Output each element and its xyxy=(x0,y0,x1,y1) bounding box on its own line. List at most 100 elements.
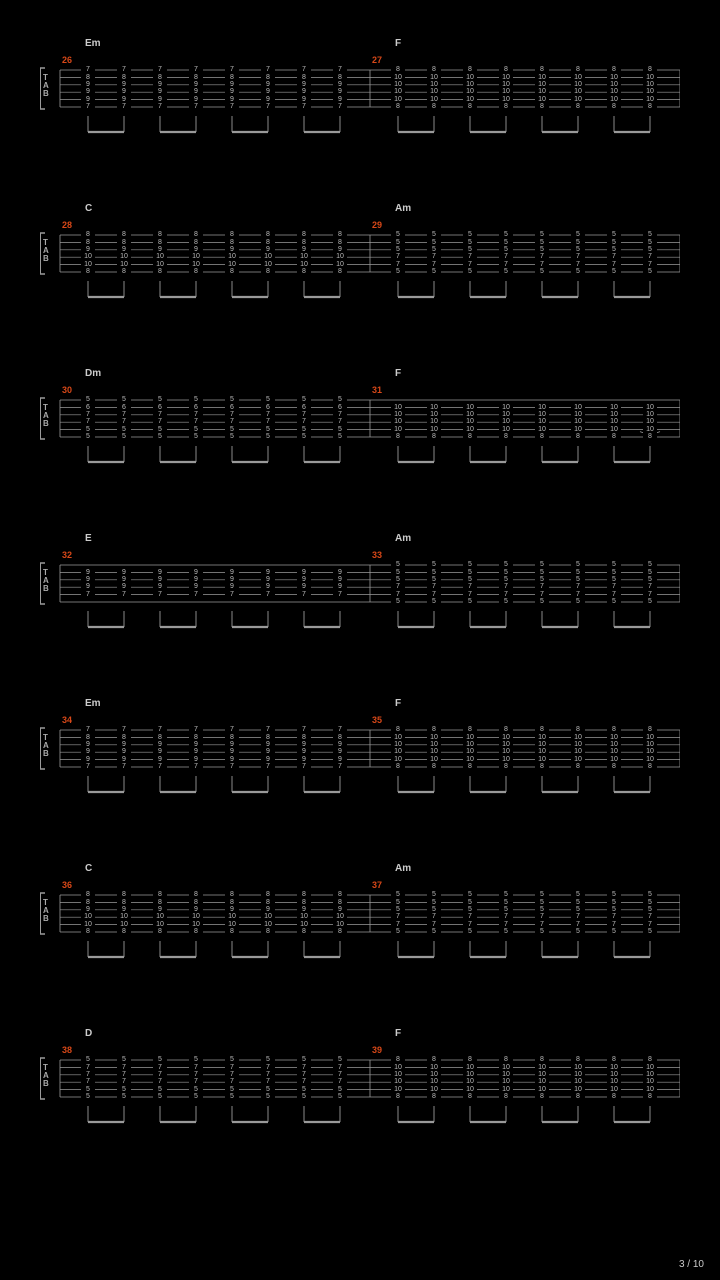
fret-number: 7 xyxy=(153,103,167,110)
fret-number: 9 xyxy=(153,906,167,913)
fret-number: 7 xyxy=(535,261,549,268)
fret-number: 5 xyxy=(427,928,441,935)
fret-number: 9 xyxy=(261,741,275,748)
measure-number: 26 xyxy=(62,55,72,65)
fret-column: 9997 xyxy=(189,561,203,605)
fret-number: 10 xyxy=(535,1071,549,1078)
fret-number: 7 xyxy=(117,411,131,418)
fret-number: 5 xyxy=(153,433,167,440)
fret-number: 9 xyxy=(297,569,311,576)
fret-number: 8 xyxy=(333,239,347,246)
fret-number: 5 xyxy=(535,239,549,246)
fret-number: 7 xyxy=(297,418,311,425)
fret-number: 9 xyxy=(189,576,203,583)
fret-number: 5 xyxy=(391,598,405,605)
fret-number: 10 xyxy=(535,74,549,81)
fret-number: 5 xyxy=(297,1086,311,1093)
fret-number: 10 xyxy=(535,756,549,763)
fret-number: 10 xyxy=(463,1071,477,1078)
fret-column: 555775 xyxy=(391,891,405,935)
fret-number: 7 xyxy=(571,261,585,268)
fret-column: 555775 xyxy=(535,231,549,275)
fret-number: 7 xyxy=(225,591,239,598)
fret-number: 10 xyxy=(297,261,311,268)
fret-number: 10 xyxy=(427,1078,441,1085)
fret-number: 5 xyxy=(117,396,131,403)
fret-number: 10 xyxy=(427,1064,441,1071)
fret-number: 8 xyxy=(535,1093,549,1100)
fret-column: 555775 xyxy=(607,891,621,935)
fret-number: 9 xyxy=(117,88,131,95)
fret-number: 8 xyxy=(535,763,549,770)
fret-number: 10 xyxy=(571,96,585,103)
fret-column: 555775 xyxy=(535,891,549,935)
fret-number: 10 xyxy=(607,1078,621,1085)
fret-number: 7 xyxy=(463,261,477,268)
fret-number: 7 xyxy=(261,763,275,770)
fret-number: 9 xyxy=(297,748,311,755)
fret-number: 8 xyxy=(499,433,513,440)
fret-number: 5 xyxy=(427,561,441,568)
measure-number: 36 xyxy=(62,880,72,890)
fret-column: 789997 xyxy=(225,726,239,770)
fret-number: 7 xyxy=(643,583,657,590)
fret-column: 567755 xyxy=(189,396,203,440)
fret-number: 5 xyxy=(499,561,513,568)
fret-number: 7 xyxy=(261,103,275,110)
fret-number: 8 xyxy=(81,899,95,906)
fret-number: 8 xyxy=(297,231,311,238)
chord-label: D xyxy=(85,1028,92,1039)
fret-number: 7 xyxy=(297,66,311,73)
fret-number: 7 xyxy=(153,1064,167,1071)
fret-number: 5 xyxy=(607,231,621,238)
fret-column: 9997 xyxy=(225,561,239,605)
fret-number: 7 xyxy=(81,763,95,770)
fret-number: 8 xyxy=(499,726,513,733)
fret-number: 9 xyxy=(81,569,95,576)
fret-number: 7 xyxy=(427,583,441,590)
fret-column: 101010108 xyxy=(607,396,621,440)
fret-column: 555775 xyxy=(427,891,441,935)
fret-number: 5 xyxy=(571,899,585,906)
fret-number: 5 xyxy=(153,396,167,403)
fret-number: 5 xyxy=(535,569,549,576)
fret-number: 8 xyxy=(189,734,203,741)
fret-column: 88910108 xyxy=(153,891,167,935)
fret-number: 7 xyxy=(535,913,549,920)
fret-number: 7 xyxy=(261,411,275,418)
fret-number: 9 xyxy=(189,756,203,763)
fret-number: 10 xyxy=(391,96,405,103)
fret-number: 5 xyxy=(499,231,513,238)
chord-label: Am xyxy=(395,533,411,544)
fret-number: 8 xyxy=(189,891,203,898)
fret-number: 5 xyxy=(535,576,549,583)
fret-number: 7 xyxy=(153,591,167,598)
fret-number: 9 xyxy=(153,748,167,755)
tab-system: TABC288891010888910108889101088891010888… xyxy=(40,225,680,365)
fret-number: 9 xyxy=(189,741,203,748)
fret-number: 7 xyxy=(225,411,239,418)
fret-number: 9 xyxy=(261,81,275,88)
fret-number: 7 xyxy=(571,921,585,928)
fret-number: 7 xyxy=(333,763,347,770)
fret-number: 7 xyxy=(427,913,441,920)
fret-number: 8 xyxy=(297,891,311,898)
fret-number: 5 xyxy=(607,576,621,583)
fret-number: 8 xyxy=(333,891,347,898)
chord-label: Em xyxy=(85,698,101,709)
fret-number: 7 xyxy=(81,103,95,110)
fret-column: 88910108 xyxy=(117,231,131,275)
fret-number: 10 xyxy=(607,404,621,411)
fret-number: 7 xyxy=(607,253,621,260)
chord-label: Am xyxy=(395,203,411,214)
fret-number: 5 xyxy=(463,231,477,238)
fret-column: 555775 xyxy=(643,891,657,935)
fret-number: 9 xyxy=(189,81,203,88)
fret-number: 5 xyxy=(643,239,657,246)
fret-number: 9 xyxy=(225,756,239,763)
fret-number: 8 xyxy=(153,928,167,935)
fret-number: 9 xyxy=(261,583,275,590)
fret-number: 5 xyxy=(297,433,311,440)
fret-number: 6 xyxy=(81,404,95,411)
measure-number: 32 xyxy=(62,550,72,560)
